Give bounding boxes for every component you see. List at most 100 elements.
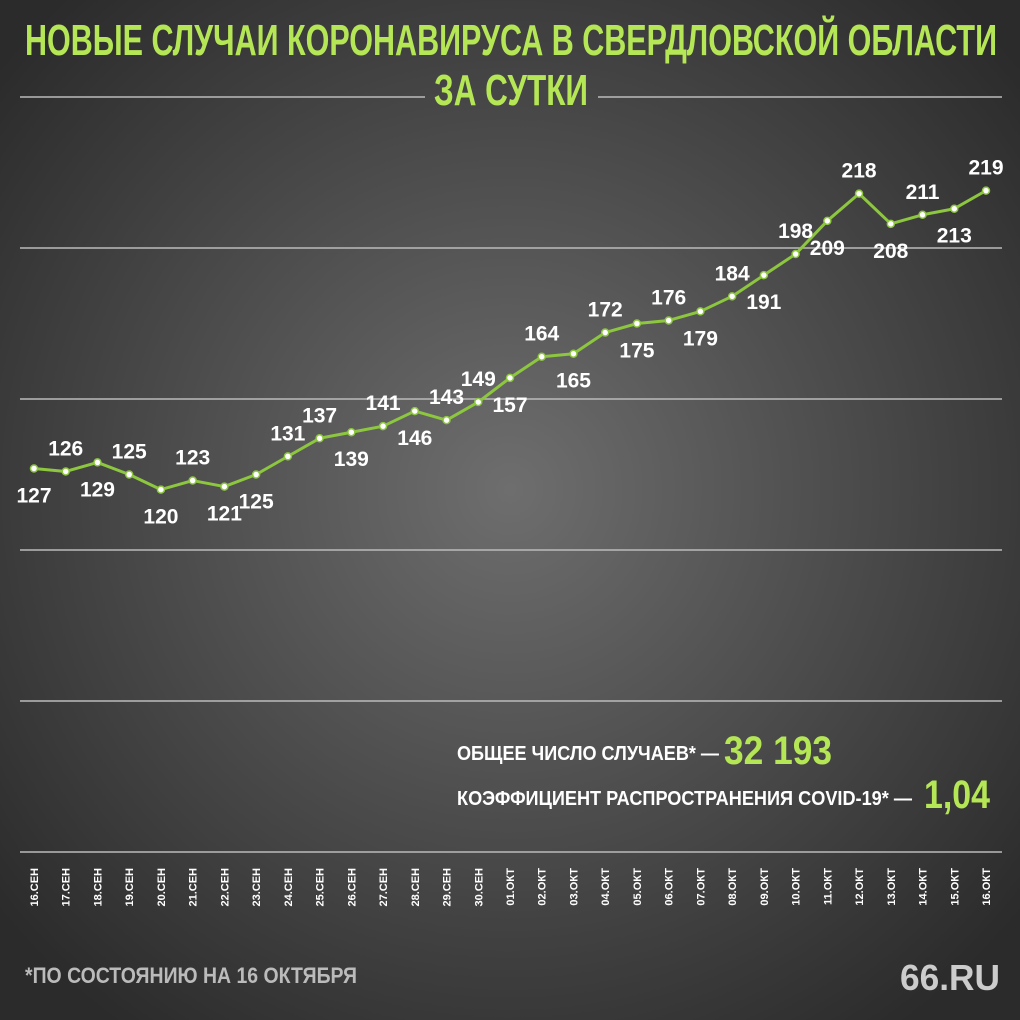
total-value: 32 193 bbox=[724, 729, 832, 773]
data-label: 172 bbox=[588, 299, 623, 322]
x-tick-label: 16.ОКТ bbox=[981, 868, 993, 906]
x-tick-label: 11.ОКТ bbox=[822, 868, 834, 905]
x-tick-label: 03.ОКТ bbox=[568, 868, 580, 906]
x-tick-label: 20.СЕН bbox=[156, 868, 168, 907]
data-label: 176 bbox=[651, 286, 686, 309]
data-label: 137 bbox=[302, 404, 337, 427]
data-label: 213 bbox=[937, 225, 972, 248]
chart-title: НОВЫЕ СЛУЧАИ КОРОНАВИРУСА В СВЕРДЛОВСКОЙ… bbox=[25, 14, 997, 65]
x-tick-label: 17.СЕН bbox=[61, 868, 73, 907]
data-point bbox=[569, 349, 578, 358]
data-point bbox=[29, 464, 39, 473]
data-label: 131 bbox=[270, 422, 305, 445]
x-tick-label: 01.ОКТ bbox=[505, 868, 517, 906]
x-tick-label: 28.СЕН bbox=[410, 868, 422, 907]
x-tick-label: 15.ОКТ bbox=[949, 868, 961, 906]
x-tick-label: 13.ОКТ bbox=[886, 868, 898, 906]
data-point bbox=[664, 316, 673, 325]
data-label: 123 bbox=[175, 447, 210, 470]
data-label: 198 bbox=[778, 220, 813, 243]
x-tick-label: 22.СЕН bbox=[219, 868, 231, 907]
data-label: 179 bbox=[683, 327, 718, 350]
x-tick-label: 25.СЕН bbox=[315, 868, 327, 907]
x-tick-label: 09.ОКТ bbox=[759, 868, 771, 906]
x-tick-label: 23.СЕН bbox=[251, 868, 263, 907]
data-point bbox=[347, 427, 356, 437]
data-point bbox=[410, 406, 420, 416]
data-label: 146 bbox=[397, 427, 432, 450]
data-point bbox=[537, 352, 546, 361]
x-tick-label: 04.ОКТ bbox=[600, 868, 612, 906]
x-tick-label: 21.СЕН bbox=[188, 868, 200, 907]
x-tick-label: 12.ОКТ bbox=[854, 868, 866, 906]
data-label: 126 bbox=[48, 437, 83, 460]
data-label: 164 bbox=[524, 323, 559, 346]
data-point bbox=[315, 434, 324, 443]
data-point bbox=[188, 476, 197, 485]
data-label: 175 bbox=[619, 340, 654, 363]
x-tick-label: 14.ОКТ bbox=[918, 868, 930, 906]
data-point bbox=[854, 189, 864, 198]
data-point bbox=[251, 470, 261, 479]
data-point bbox=[93, 458, 102, 467]
x-tick-label: 02.ОКТ bbox=[537, 868, 549, 906]
data-point bbox=[442, 415, 451, 425]
data-point bbox=[791, 249, 800, 259]
data-point bbox=[950, 204, 959, 213]
rate-label: КОЭФФИЦИЕНТ РАСПРОСТРАНЕНИЯ COVID-19* — bbox=[457, 788, 912, 810]
data-point bbox=[474, 397, 483, 407]
logo: 66.RU bbox=[900, 957, 1000, 998]
data-label: 191 bbox=[746, 291, 781, 314]
x-tick-label: 19.СЕН bbox=[124, 868, 136, 907]
data-point bbox=[823, 216, 832, 226]
x-tick-label: 06.ОКТ bbox=[664, 868, 676, 906]
x-tick-label: 10.ОКТ bbox=[791, 868, 803, 906]
chart-subtitle: ЗА СУТКИ bbox=[434, 66, 588, 115]
data-point bbox=[696, 307, 705, 316]
data-label: 165 bbox=[556, 370, 591, 393]
data-point bbox=[759, 270, 769, 280]
x-tick-label: 29.СЕН bbox=[442, 868, 454, 907]
data-label: 208 bbox=[873, 240, 908, 263]
data-label: 218 bbox=[842, 160, 877, 183]
data-label: 127 bbox=[16, 484, 51, 507]
x-tick-label: 30.СЕН bbox=[473, 868, 485, 907]
data-point bbox=[886, 219, 896, 229]
data-point bbox=[220, 482, 229, 491]
x-tick-label: 16.СЕН bbox=[29, 868, 41, 907]
data-label: 125 bbox=[239, 491, 274, 514]
data-label: 149 bbox=[461, 368, 496, 391]
total-label: ОБЩЕЕ ЧИСЛО СЛУЧАЕВ* — bbox=[457, 743, 719, 765]
data-label: 139 bbox=[334, 448, 369, 471]
data-label: 125 bbox=[112, 441, 147, 464]
data-point bbox=[632, 319, 642, 328]
data-point bbox=[600, 328, 610, 337]
data-point bbox=[124, 470, 134, 479]
data-point bbox=[283, 452, 293, 461]
data-label: 184 bbox=[715, 262, 750, 285]
x-tick-label: 18.СЕН bbox=[92, 868, 104, 907]
x-tick-label: 08.ОКТ bbox=[727, 868, 739, 906]
data-label: 219 bbox=[968, 157, 1003, 180]
footnote: *ПО СОСТОЯНИЮ НА 16 ОКТЯБРЯ bbox=[25, 963, 357, 988]
data-point bbox=[918, 210, 927, 220]
x-tick-label: 27.СЕН bbox=[378, 868, 390, 907]
data-point bbox=[156, 485, 166, 494]
data-point bbox=[981, 186, 991, 195]
data-point bbox=[505, 373, 515, 383]
x-tick-label: 05.ОКТ bbox=[632, 868, 644, 906]
x-tick-label: 07.ОКТ bbox=[695, 868, 707, 906]
data-point bbox=[61, 467, 70, 476]
data-label: 209 bbox=[810, 237, 845, 260]
x-tick-label: 26.СЕН bbox=[346, 868, 358, 907]
x-tick-label: 24.СЕН bbox=[283, 868, 295, 907]
data-point bbox=[727, 292, 737, 301]
data-label: 157 bbox=[492, 394, 527, 417]
data-label: 129 bbox=[80, 478, 115, 501]
rate-value: 1,04 bbox=[924, 773, 991, 817]
data-label: 141 bbox=[366, 392, 401, 415]
data-label: 211 bbox=[906, 181, 940, 204]
data-label: 120 bbox=[143, 506, 178, 529]
